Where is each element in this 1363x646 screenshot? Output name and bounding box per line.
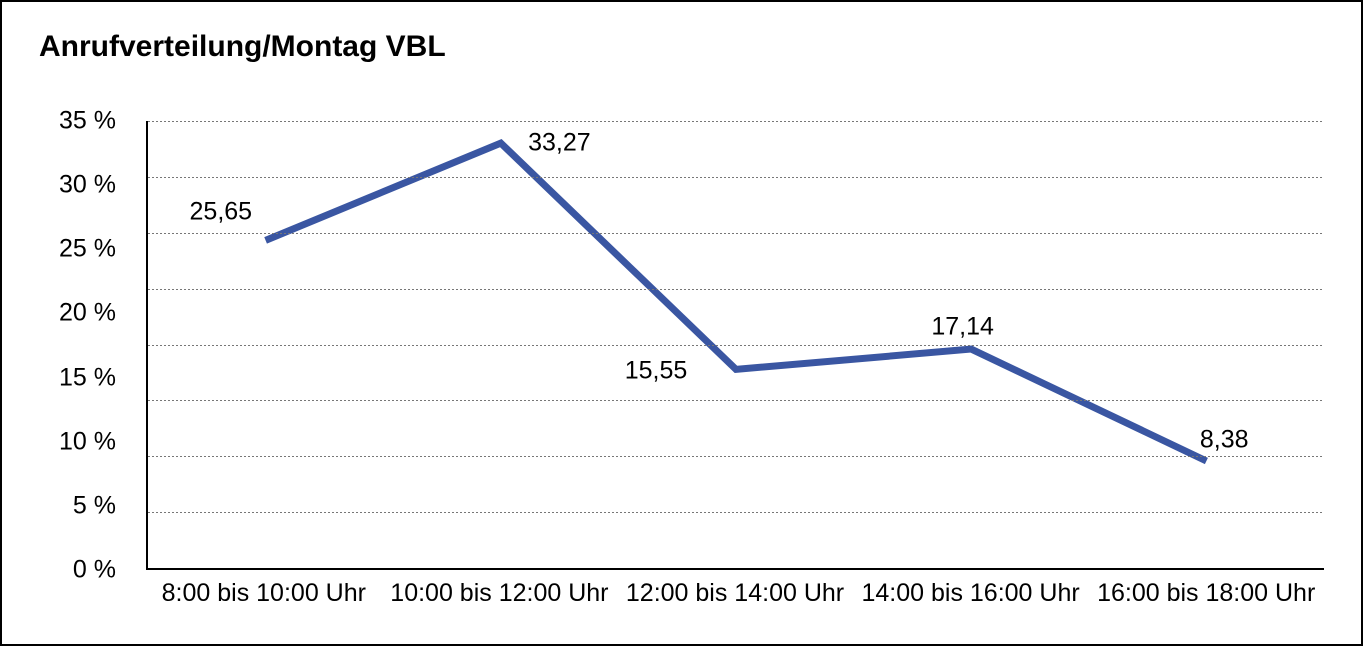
data-point-label: 15,55	[624, 356, 688, 385]
y-axis-tick-label: 25 %	[59, 234, 116, 263]
data-point-label: 25,65	[189, 197, 253, 226]
chart-title: Anrufverteilung/Montag VBL	[39, 30, 446, 63]
gridline	[148, 344, 1324, 346]
y-axis-tick-label: 10 %	[59, 427, 116, 456]
data-line-series	[264, 139, 1208, 465]
y-axis-tick-label: 35 %	[59, 106, 116, 135]
gridline	[148, 176, 1324, 178]
data-point-label: 8,38	[1199, 425, 1249, 454]
x-axis-tick-label: 14:00 bis 16:00 Uhr	[861, 579, 1080, 607]
gridline	[148, 288, 1324, 290]
plot-area	[146, 121, 1324, 570]
x-axis-tick-label: 12:00 bis 14:00 Uhr	[625, 579, 845, 607]
gridline	[148, 456, 1324, 458]
x-axis-tick-label: 16:00 bis 18:00 Uhr	[1097, 579, 1316, 607]
y-axis-tick-label: 5 %	[72, 491, 116, 520]
gridline	[148, 400, 1324, 402]
x-axis-tick-label: 10:00 bis 12:00 Uhr	[390, 579, 609, 607]
x-axis-tick-label: 8:00 bis 10:00 Uhr	[161, 579, 366, 607]
data-point-label: 33,27	[528, 128, 591, 157]
data-point-label: 17,14	[931, 312, 994, 341]
gridline	[148, 232, 1324, 234]
y-axis: 35 % 30 % 25 % 20 % 15 % 10 % 5 % 0 %	[2, 107, 132, 584]
y-axis-tick-label: 0 %	[72, 555, 116, 584]
gridline	[148, 512, 1324, 514]
y-axis-tick-label: 30 %	[59, 170, 116, 199]
line-chart-svg	[264, 139, 1208, 465]
gridline	[148, 121, 1324, 122]
y-axis-tick-label: 20 %	[59, 298, 116, 327]
y-axis-tick-label: 15 %	[59, 363, 116, 392]
